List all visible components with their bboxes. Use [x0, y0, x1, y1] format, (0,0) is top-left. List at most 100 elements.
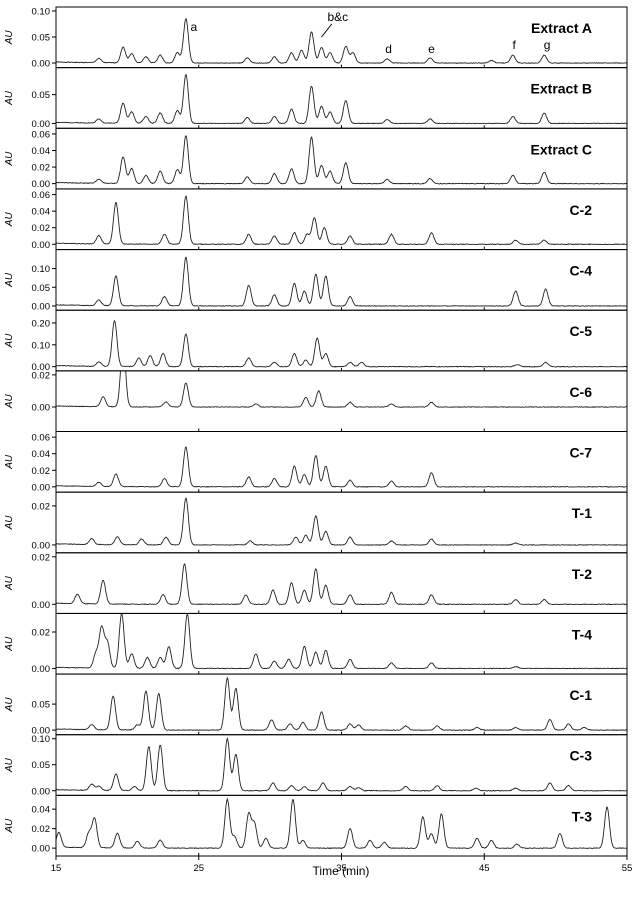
- y-axis-label: AU: [4, 757, 15, 773]
- y-tick-label: 0.06: [32, 129, 51, 140]
- panel-label: T-2: [572, 566, 592, 582]
- series-line: [56, 73, 627, 125]
- y-tick-label: 0.00: [32, 179, 51, 190]
- peak-annotation: a: [191, 20, 198, 34]
- peak-annotation: e: [428, 42, 435, 56]
- series-line: [56, 613, 627, 670]
- y-tick-label: 0.10: [32, 340, 51, 351]
- panel-frame: [55, 734, 628, 796]
- series-line: [56, 319, 627, 368]
- y-tick-label: 0.04: [32, 805, 51, 816]
- y-tick-label: 0.00: [32, 301, 51, 312]
- y-axis-label: AU: [4, 818, 15, 834]
- y-tick-label: 0.20: [32, 318, 51, 329]
- series-line: [56, 497, 627, 546]
- y-tick-label: 0.00: [32, 403, 51, 414]
- y-tick-label: 0.06: [32, 190, 51, 201]
- panel-label: T-3: [572, 808, 592, 824]
- series-line: [56, 736, 627, 792]
- y-tick-label: 0.05: [32, 90, 51, 101]
- y-tick-label: 0.00: [32, 844, 51, 855]
- y-tick-label: 0.04: [32, 207, 51, 218]
- annotation-arrow: [321, 23, 333, 38]
- y-tick-label: 0.06: [32, 433, 51, 444]
- panel-label: C-2: [569, 202, 592, 218]
- y-tick-label: 0.10: [32, 264, 51, 275]
- y-axis-label: AU: [4, 30, 15, 46]
- panel: 0.00 0.05 0.10 AU C-3: [4, 734, 628, 797]
- x-tick-label: 35: [336, 863, 347, 874]
- x-tick-label: 45: [479, 863, 490, 874]
- y-tick-label: 0.05: [32, 760, 51, 771]
- panel: 0.00 0.02 AU C-6: [4, 370, 628, 433]
- panel-label: C-3: [569, 748, 592, 764]
- y-tick-label: 0.02: [32, 628, 51, 639]
- y-tick-label: 0.05: [32, 283, 51, 294]
- panel-label: Extract B: [531, 81, 592, 97]
- y-tick-label: 0.00: [32, 786, 51, 797]
- panel-frame: [55, 673, 628, 736]
- panel-label: C-7: [569, 445, 592, 461]
- y-axis-label: AU: [4, 212, 15, 228]
- y-axis-label: AU: [4, 393, 15, 409]
- panel: 0.00 0.05 AU Extract B: [4, 67, 628, 130]
- peak-annotation: f: [513, 38, 517, 52]
- series-line: [56, 797, 627, 850]
- panel: 0.00 0.02 AU T-4: [4, 612, 628, 675]
- y-axis-label: AU: [4, 333, 15, 349]
- series-line: [56, 194, 627, 246]
- y-tick-label: 0.02: [32, 223, 51, 234]
- panel-frame: [55, 188, 628, 251]
- y-tick-label: 0.00: [32, 240, 51, 251]
- y-tick-label: 0.04: [32, 449, 51, 460]
- chart-panels: 0.00 0.05 0.10 AU Extract A a b&c d e f g 0.00 0.05 A…: [4, 6, 628, 857]
- x-axis-label: Time (min): [313, 864, 370, 878]
- y-axis-label: AU: [4, 272, 15, 288]
- panel-frame: [55, 491, 628, 554]
- panel-label: Extract C: [531, 141, 592, 157]
- y-axis-label: AU: [4, 515, 15, 531]
- y-tick-label: 0.05: [32, 700, 51, 711]
- series-line: [56, 256, 627, 307]
- series-line: [56, 446, 627, 488]
- peak-annotation: g: [544, 38, 551, 52]
- y-tick-label: 0.02: [32, 370, 51, 381]
- panel: 0.00 0.05 0.10 AU Extract A a b&c d e f g: [4, 6, 628, 70]
- y-tick-label: 0.00: [32, 726, 51, 737]
- panel-label: C-1: [569, 687, 592, 703]
- y-axis-label: AU: [4, 697, 15, 713]
- y-tick-label: 0.00: [32, 119, 51, 130]
- panel-label: C-4: [569, 263, 592, 279]
- y-tick-label: 0.02: [32, 466, 51, 477]
- y-tick-label: 0.10: [32, 7, 51, 18]
- y-tick-label: 0.04: [32, 146, 51, 157]
- panel: 0.00 0.02 0.04 0.06 AU Extract C: [4, 127, 628, 190]
- series-line: [56, 563, 627, 606]
- panel: 0.00 0.02 AU T-1: [4, 491, 628, 554]
- y-tick-label: 0.00: [32, 362, 51, 373]
- y-tick-label: 0.02: [32, 163, 51, 174]
- y-tick-label: 0.00: [32, 664, 51, 675]
- peak-annotation: d: [385, 42, 392, 56]
- panel: 0.00 0.05 AU C-1: [4, 673, 628, 737]
- y-axis-label: AU: [4, 151, 15, 167]
- series-line: [56, 676, 627, 732]
- y-axis-label: AU: [4, 90, 15, 106]
- panel-label: T-4: [572, 626, 592, 642]
- series-line: [56, 371, 627, 408]
- y-axis-label: AU: [4, 636, 15, 652]
- panel: 0.00 0.02 AU T-2: [4, 552, 628, 614]
- y-axis-label: AU: [4, 454, 15, 470]
- y-tick-label: 0.00: [32, 540, 51, 551]
- panel-frame: [55, 370, 628, 433]
- panel: 0.00 0.02 0.04 AU T-3: [4, 794, 628, 857]
- panel: 0.00 0.02 0.04 0.06 AU C-2: [4, 188, 628, 251]
- panel-frame: [55, 431, 628, 493]
- y-tick-label: 0.02: [32, 552, 51, 563]
- panel-label: C-6: [569, 384, 592, 400]
- panel-label: C-5: [569, 323, 592, 339]
- x-tick-label: 15: [51, 863, 62, 874]
- panel: 0.00 0.10 0.20 AU C-5: [4, 309, 628, 373]
- peak-annotation: b&c: [327, 10, 348, 24]
